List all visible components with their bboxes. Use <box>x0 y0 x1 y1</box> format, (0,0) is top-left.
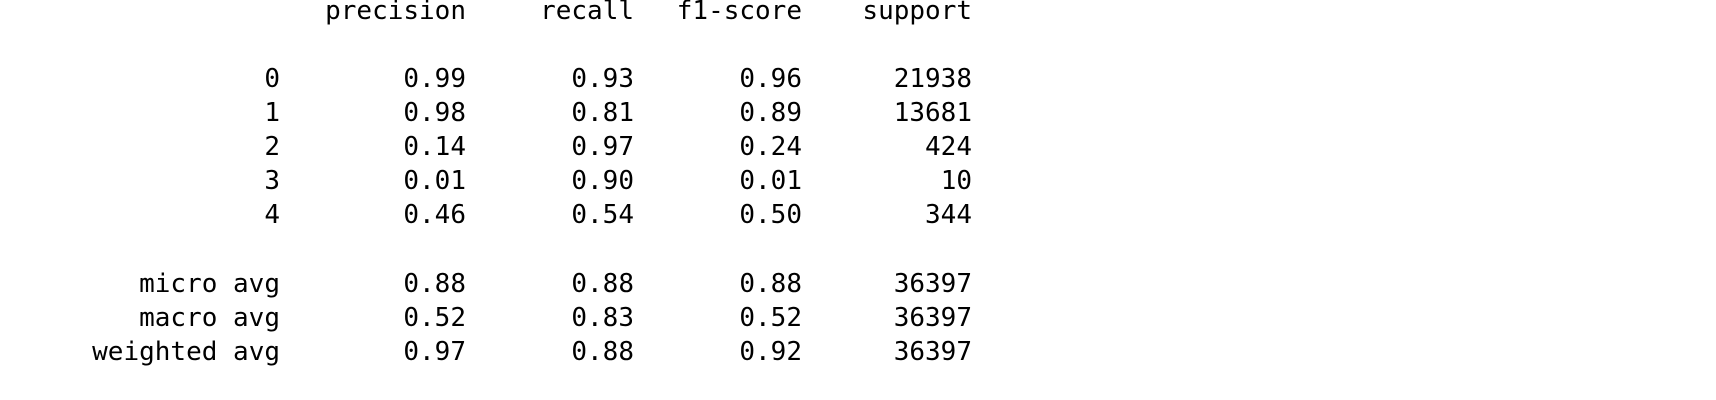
table-row: weighted avg 0.97 0.88 0.92 36397 <box>0 335 1716 369</box>
support-value: 36397 <box>893 303 972 333</box>
row-label: 4 <box>264 200 280 230</box>
precision-value: 0.01 <box>403 166 466 196</box>
f1-score-value: 0.89 <box>739 98 802 128</box>
table-row: 4 0.46 0.54 0.50 344 <box>0 198 1716 232</box>
header-f1-score: f1-score <box>676 0 802 26</box>
f1-score-value: 0.92 <box>739 337 802 367</box>
header-precision: precision <box>325 0 466 26</box>
precision-value: 0.97 <box>403 337 466 367</box>
f1-score-value: 0.50 <box>739 200 802 230</box>
f1-score-value: 0.96 <box>739 64 802 94</box>
header-support: support <box>862 0 972 26</box>
support-value: 344 <box>925 200 972 230</box>
row-label: macro avg <box>139 303 280 333</box>
support-value: 10 <box>940 166 972 196</box>
recall-value: 0.90 <box>571 166 634 196</box>
header-row: precision recall f1-score support <box>0 0 1716 28</box>
row-label: 1 <box>264 98 280 128</box>
recall-value: 0.93 <box>571 64 634 94</box>
precision-value: 0.46 <box>403 200 466 230</box>
f1-score-value: 0.88 <box>739 269 802 299</box>
recall-value: 0.88 <box>571 269 634 299</box>
f1-score-value: 0.24 <box>739 132 802 162</box>
precision-value: 0.88 <box>403 269 466 299</box>
support-value: 21938 <box>893 64 972 94</box>
recall-value: 0.54 <box>571 200 634 230</box>
f1-score-value: 0.01 <box>739 166 802 196</box>
table-row: macro avg 0.52 0.83 0.52 36397 <box>0 301 1716 335</box>
row-label: weighted avg <box>92 337 280 367</box>
row-label: micro avg <box>139 269 280 299</box>
f1-score-value: 0.52 <box>739 303 802 333</box>
table-row: 1 0.98 0.81 0.89 13681 <box>0 96 1716 130</box>
support-value: 13681 <box>893 98 972 128</box>
row-label: 2 <box>264 132 280 162</box>
table-row: 3 0.01 0.90 0.01 10 <box>0 164 1716 198</box>
recall-value: 0.83 <box>571 303 634 333</box>
table-row: micro avg 0.88 0.88 0.88 36397 <box>0 267 1716 301</box>
table-row: 2 0.14 0.97 0.24 424 <box>0 130 1716 164</box>
precision-value: 0.14 <box>403 132 466 162</box>
support-value: 424 <box>925 132 972 162</box>
recall-value: 0.88 <box>571 337 634 367</box>
row-label: 0 <box>264 64 280 94</box>
header-recall: recall <box>540 0 634 26</box>
table-row: 0 0.99 0.93 0.96 21938 <box>0 62 1716 96</box>
support-value: 36397 <box>893 337 972 367</box>
precision-value: 0.52 <box>403 303 466 333</box>
recall-value: 0.97 <box>571 132 634 162</box>
precision-value: 0.98 <box>403 98 466 128</box>
row-label: 3 <box>264 166 280 196</box>
support-value: 36397 <box>893 269 972 299</box>
recall-value: 0.81 <box>571 98 634 128</box>
precision-value: 0.99 <box>403 64 466 94</box>
